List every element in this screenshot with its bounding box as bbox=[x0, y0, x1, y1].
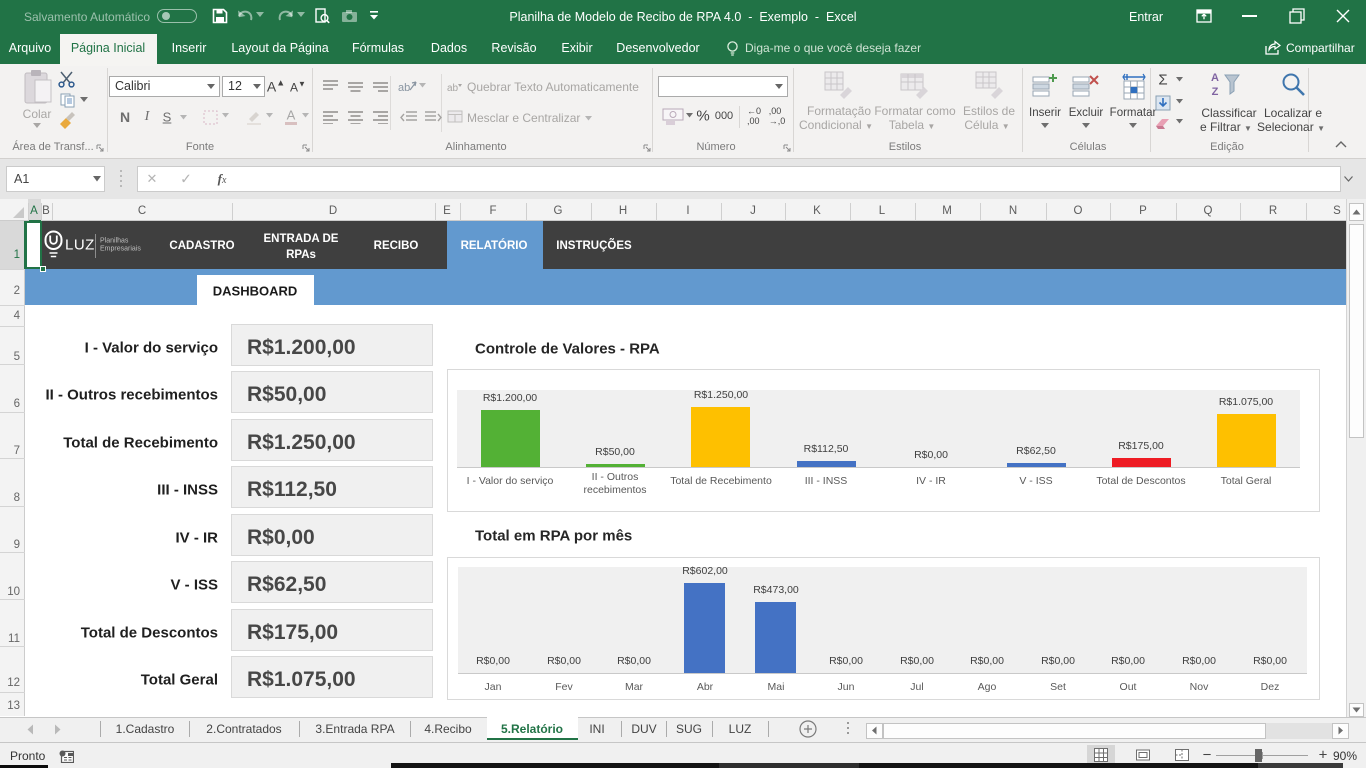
svg-text:ab: ab bbox=[398, 82, 410, 94]
svg-text:ab: ab bbox=[447, 83, 459, 94]
